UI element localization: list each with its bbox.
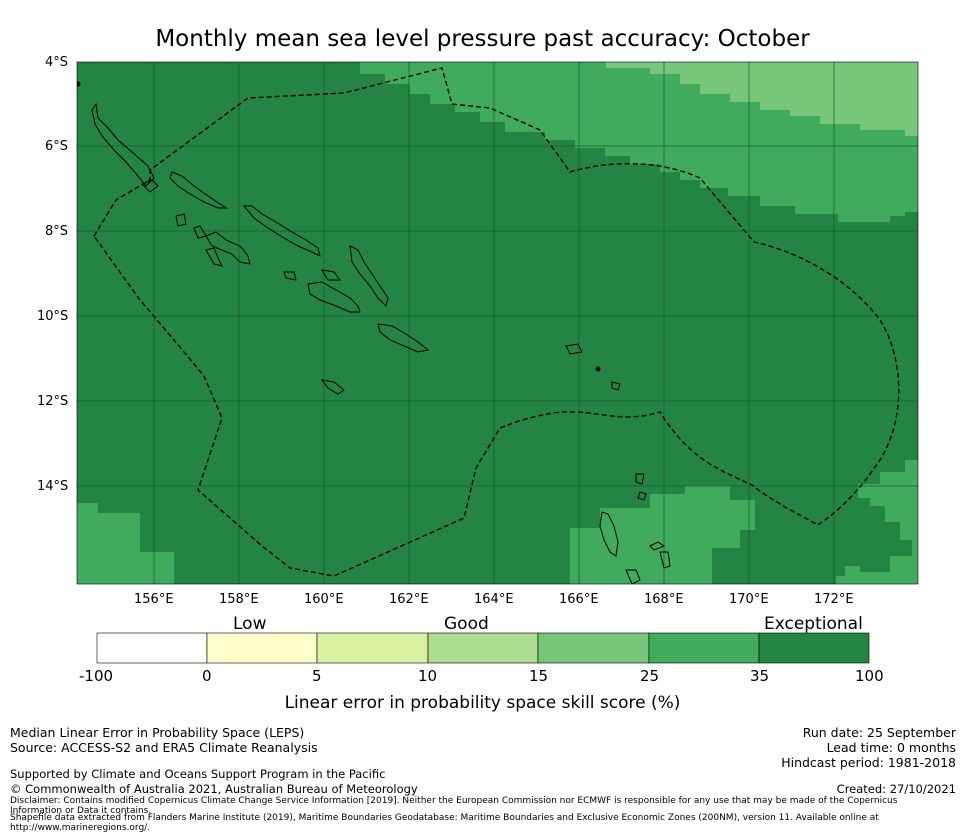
lon-label-158e: 158°E — [219, 592, 259, 607]
footer-method: Median Linear Error in Probability Space… — [10, 725, 305, 740]
lat-label-6s: 6°S — [45, 139, 69, 154]
colorbar-tick: 0 — [202, 667, 212, 685]
chart-title: Monthly mean sea level pressure past acc… — [155, 26, 810, 52]
footer-disclaimer: Disclaimer: Contains modified Copernicus… — [10, 796, 898, 816]
colorbar-segment-6 — [648, 632, 760, 664]
footer-copyright: © Commonwealth of Australia 2021, Austra… — [10, 782, 418, 796]
lon-label-172e: 172°E — [814, 592, 854, 607]
lon-label-170e: 170°E — [729, 592, 769, 607]
lon-label-160e: 160°E — [304, 592, 344, 607]
lat-label-8s: 8°S — [45, 224, 69, 239]
colorbar-segment-3 — [316, 632, 429, 664]
colorbar-segment-7 — [758, 632, 870, 664]
lat-label-10s: 10°S — [37, 309, 69, 324]
very-good-region-southeast — [836, 460, 918, 584]
colorbar-tick: 100 — [855, 667, 884, 685]
graticule — [77, 62, 918, 584]
colorbar-tick: 5 — [312, 667, 322, 685]
footer-shapefile-credit: Shapefile data extracted from Flanders M… — [10, 813, 879, 833]
eez-boundary — [93, 67, 900, 577]
lon-label-156e: 156°E — [134, 592, 174, 607]
map-frame — [76, 61, 919, 585]
good-region-north — [606, 62, 918, 136]
colorbar-tick: 35 — [750, 667, 770, 685]
footer-hindcast: Hindcast period: 1981-2018 — [781, 755, 956, 770]
colorbar-segment-5 — [537, 632, 650, 664]
lat-label-12s: 12°S — [37, 394, 69, 409]
very-good-region-west — [77, 503, 174, 584]
colorbar-tick: 10 — [418, 667, 438, 685]
colorbar-segment-2 — [206, 632, 318, 664]
footer-lead-time: Lead time: 0 months — [826, 740, 956, 755]
colorbar-header-good: Good — [444, 614, 489, 634]
very-good-region-south — [570, 486, 755, 584]
colorbar-header-low: Low — [233, 614, 267, 634]
colorbar-header-exceptional: Exceptional — [764, 614, 863, 634]
colorbar-tick: 15 — [529, 667, 549, 685]
lon-label-168e: 168°E — [644, 592, 684, 607]
colorbar-label: Linear error in probability space skill … — [284, 693, 681, 713]
lon-label-164e: 164°E — [474, 592, 514, 607]
footer-supported: Supported by Climate and Oceans Support … — [10, 767, 386, 781]
lat-label-14s: 14°S — [37, 479, 69, 494]
footer-created: Created: 27/10/2021 — [836, 782, 956, 796]
colorbar — [96, 632, 870, 664]
colorbar-segment-4 — [427, 632, 539, 664]
lat-label-4s: 4°S — [45, 55, 69, 70]
colorbar-tick: -100 — [79, 667, 114, 685]
lon-label-162e: 162°E — [389, 592, 429, 607]
colorbar-tick: 25 — [640, 667, 660, 685]
lon-label-166e: 166°E — [559, 592, 599, 607]
footer-run-date: Run date: 25 September — [802, 725, 956, 740]
footer-source: Source: ACCESS-S2 and ERA5 Climate Reana… — [10, 740, 318, 755]
colorbar-segment-1 — [96, 632, 208, 664]
coastlines — [77, 81, 671, 584]
